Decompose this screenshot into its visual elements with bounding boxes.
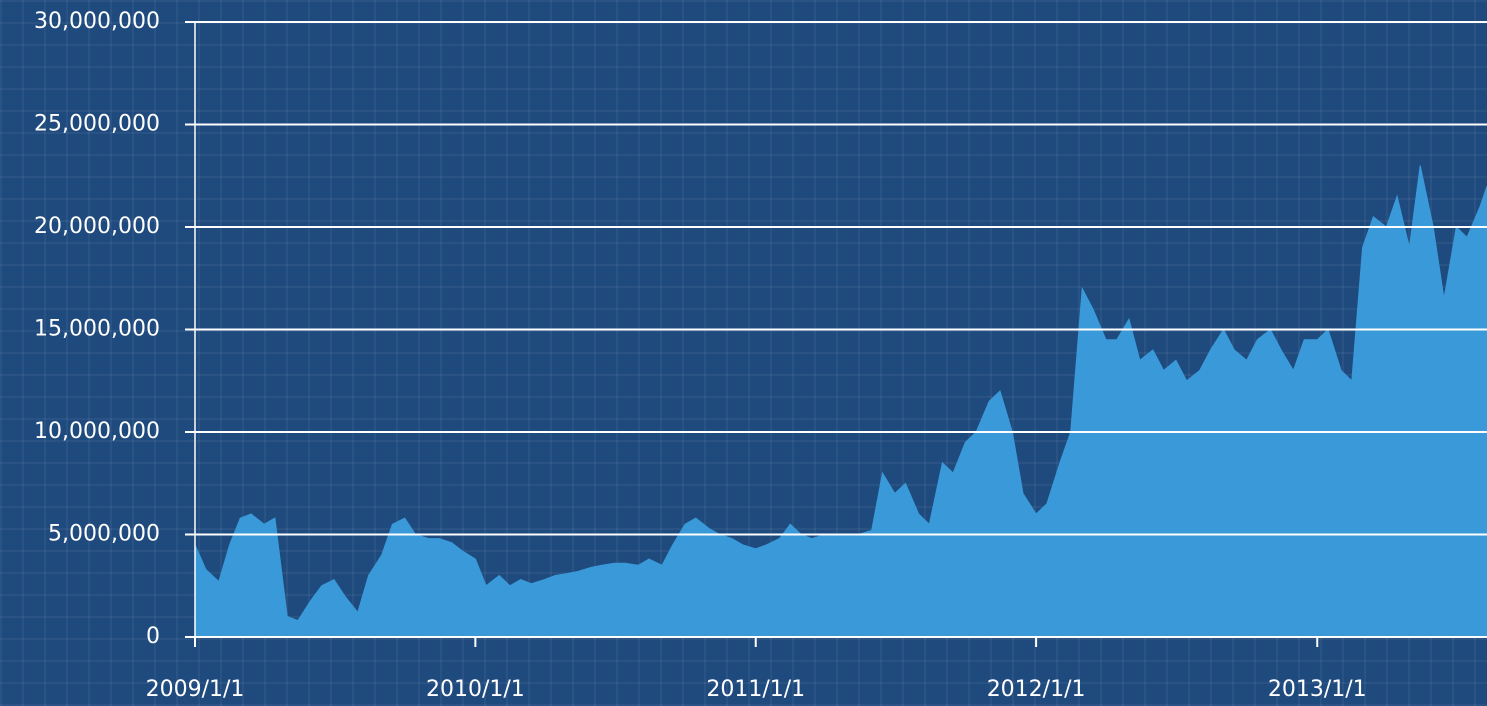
x-tick-label: 2011/1/1 xyxy=(706,677,805,702)
y-tick-label: 10,000,000 xyxy=(34,419,160,444)
y-tick-label: 30,000,000 xyxy=(34,9,160,34)
x-tick-label: 2009/1/1 xyxy=(146,677,245,702)
area xyxy=(194,165,1487,638)
y-tick-label: 20,000,000 xyxy=(34,214,160,239)
x-tick-label: 2012/1/1 xyxy=(987,677,1086,702)
y-tick-label: 0 xyxy=(146,624,160,649)
y-tick-label: 15,000,000 xyxy=(34,317,160,342)
y-tick-label: 25,000,000 xyxy=(34,112,160,137)
y-tick-label: 5,000,000 xyxy=(48,522,160,547)
x-tick-label: 2010/1/1 xyxy=(426,677,525,702)
x-tick-label: 2013/1/1 xyxy=(1268,677,1367,702)
